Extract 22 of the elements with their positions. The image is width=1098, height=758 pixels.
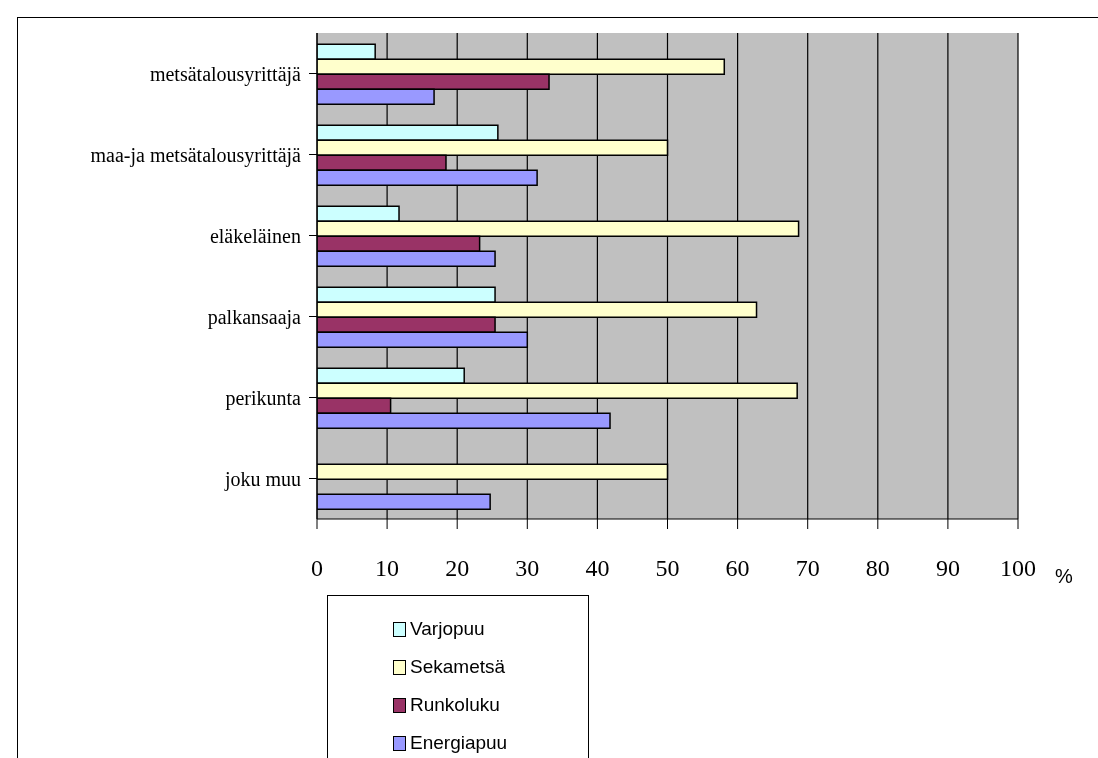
x-tick-label: 30 [515,555,540,581]
x-tick-label: 40 [585,555,610,581]
x-tick-label: 10 [375,555,400,581]
x-tick-label: 80 [865,555,890,581]
y-tick-label: joku muu [223,467,301,491]
x-tick-label: 50 [655,555,680,581]
legend-label: Runkoluku [410,694,500,716]
x-tick-label: 0 [311,555,323,581]
x-tick-label: 100 [1000,555,1036,581]
y-tick-label: maa-ja metsätalousyrittäjä [90,143,302,167]
legend-label: Varjopuu [410,618,485,640]
y-tick-label: metsätalousyrittäjä [149,62,302,86]
x-tick-label: 20 [445,555,470,581]
x-tick-label: 60 [725,555,750,581]
legend-label: Energiapuu [410,732,508,754]
legend-label: Sekametsä [410,656,506,678]
y-tick-label: perikunta [225,386,302,410]
x-tick-label: 90 [935,555,960,581]
y-tick-label: eläkeläinen [209,224,301,247]
x-axis-title: % [1055,565,1073,588]
x-tick-label: 70 [795,555,820,581]
y-tick-label: palkansaaja [207,305,302,329]
